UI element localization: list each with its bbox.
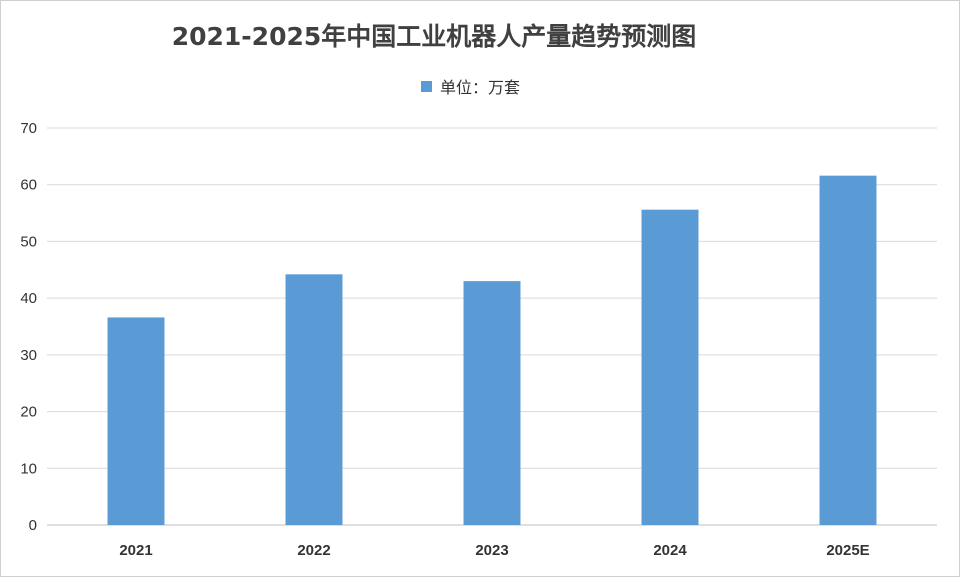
y-tick-label: 40 [20, 290, 37, 307]
x-category-label: 2021 [119, 542, 152, 559]
bar [463, 281, 521, 525]
y-tick-label: 30 [20, 347, 37, 364]
chart-legend: 单位：万套 [421, 75, 520, 97]
y-tick-label: 60 [20, 177, 37, 194]
x-category-label: 2023 [475, 542, 508, 559]
y-tick-label: 20 [20, 404, 37, 421]
bar [107, 317, 165, 525]
legend-swatch [421, 80, 432, 92]
x-category-label: 2024 [653, 542, 687, 559]
chart-title: 2021-2025年中国工业机器人产量趋势预测图 [171, 22, 697, 51]
bar [819, 175, 877, 525]
x-category-label: 2025E [826, 542, 869, 559]
bar [285, 274, 343, 525]
legend-label: 单位：万套 [440, 78, 521, 97]
bar [641, 209, 699, 525]
y-tick-label: 10 [20, 460, 37, 477]
y-tick-label: 70 [20, 120, 37, 137]
y-tick-label: 50 [20, 233, 37, 250]
x-category-label: 2022 [297, 542, 330, 559]
y-tick-label: 0 [29, 517, 37, 534]
